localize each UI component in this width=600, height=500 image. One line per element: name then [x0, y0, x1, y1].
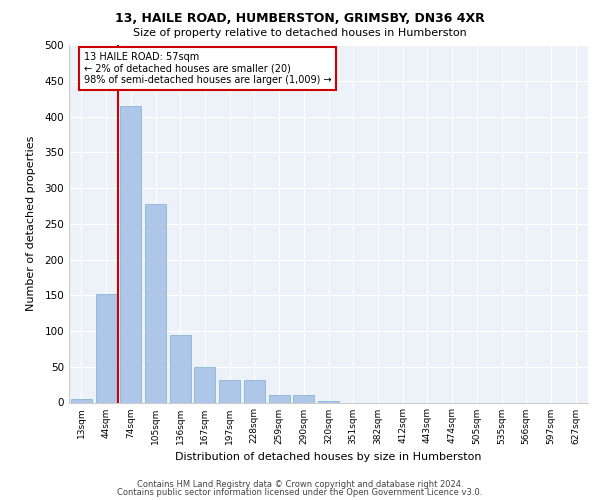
Text: Contains public sector information licensed under the Open Government Licence v3: Contains public sector information licen… — [118, 488, 482, 497]
Bar — [244, 380, 265, 402]
Bar — [71, 399, 92, 402]
Bar — [318, 401, 339, 402]
Bar — [194, 368, 215, 402]
Bar — [269, 396, 290, 402]
Text: 13 HAILE ROAD: 57sqm
← 2% of detached houses are smaller (20)
98% of semi-detach: 13 HAILE ROAD: 57sqm ← 2% of detached ho… — [84, 52, 331, 86]
Bar — [120, 106, 141, 403]
Text: 13, HAILE ROAD, HUMBERSTON, GRIMSBY, DN36 4XR: 13, HAILE ROAD, HUMBERSTON, GRIMSBY, DN3… — [115, 12, 485, 26]
Bar — [145, 204, 166, 402]
Bar — [95, 294, 116, 403]
Bar — [293, 396, 314, 402]
X-axis label: Distribution of detached houses by size in Humberston: Distribution of detached houses by size … — [175, 452, 482, 462]
Y-axis label: Number of detached properties: Number of detached properties — [26, 136, 36, 312]
Bar — [170, 334, 191, 402]
Bar — [219, 380, 240, 402]
Text: Size of property relative to detached houses in Humberston: Size of property relative to detached ho… — [133, 28, 467, 38]
Text: Contains HM Land Registry data © Crown copyright and database right 2024.: Contains HM Land Registry data © Crown c… — [137, 480, 463, 489]
